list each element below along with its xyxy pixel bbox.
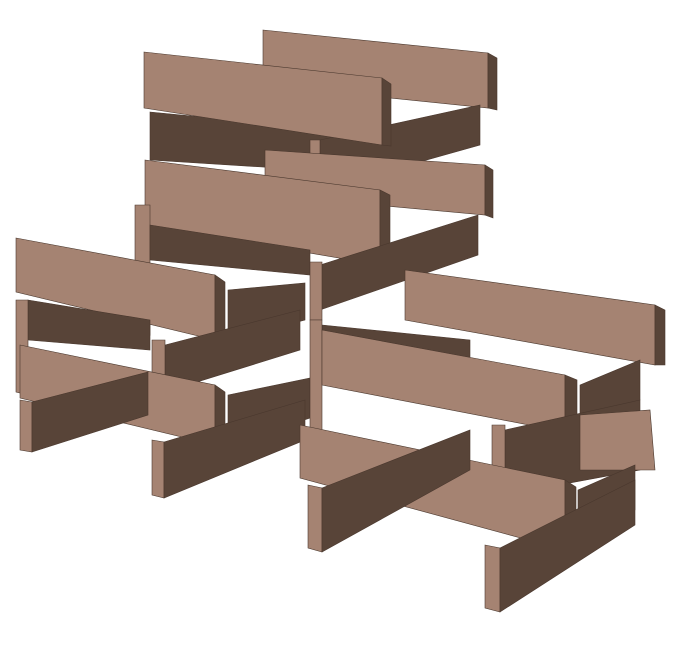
plank-left-foot-1-side bbox=[31, 371, 149, 453]
plank-left-foot-2-face bbox=[151, 439, 165, 499]
plank-left-foot-1-face bbox=[19, 399, 33, 453]
plank-right-foot-1-side bbox=[321, 429, 471, 553]
plank-l2-back-end bbox=[484, 164, 494, 219]
plank-right-foot-2-side bbox=[499, 479, 636, 613]
plank-right-back-end bbox=[654, 304, 666, 366]
plank-right-foot-1-face bbox=[307, 484, 323, 553]
plank-right-upright-front bbox=[309, 319, 323, 441]
plank-top-back-end bbox=[487, 52, 498, 111]
plank-right-foot-2-face bbox=[484, 544, 501, 613]
plank-top-front-end bbox=[381, 77, 392, 147]
plank-tower-right-cross-face bbox=[309, 261, 323, 321]
plank-right-mid-back bbox=[579, 409, 656, 471]
